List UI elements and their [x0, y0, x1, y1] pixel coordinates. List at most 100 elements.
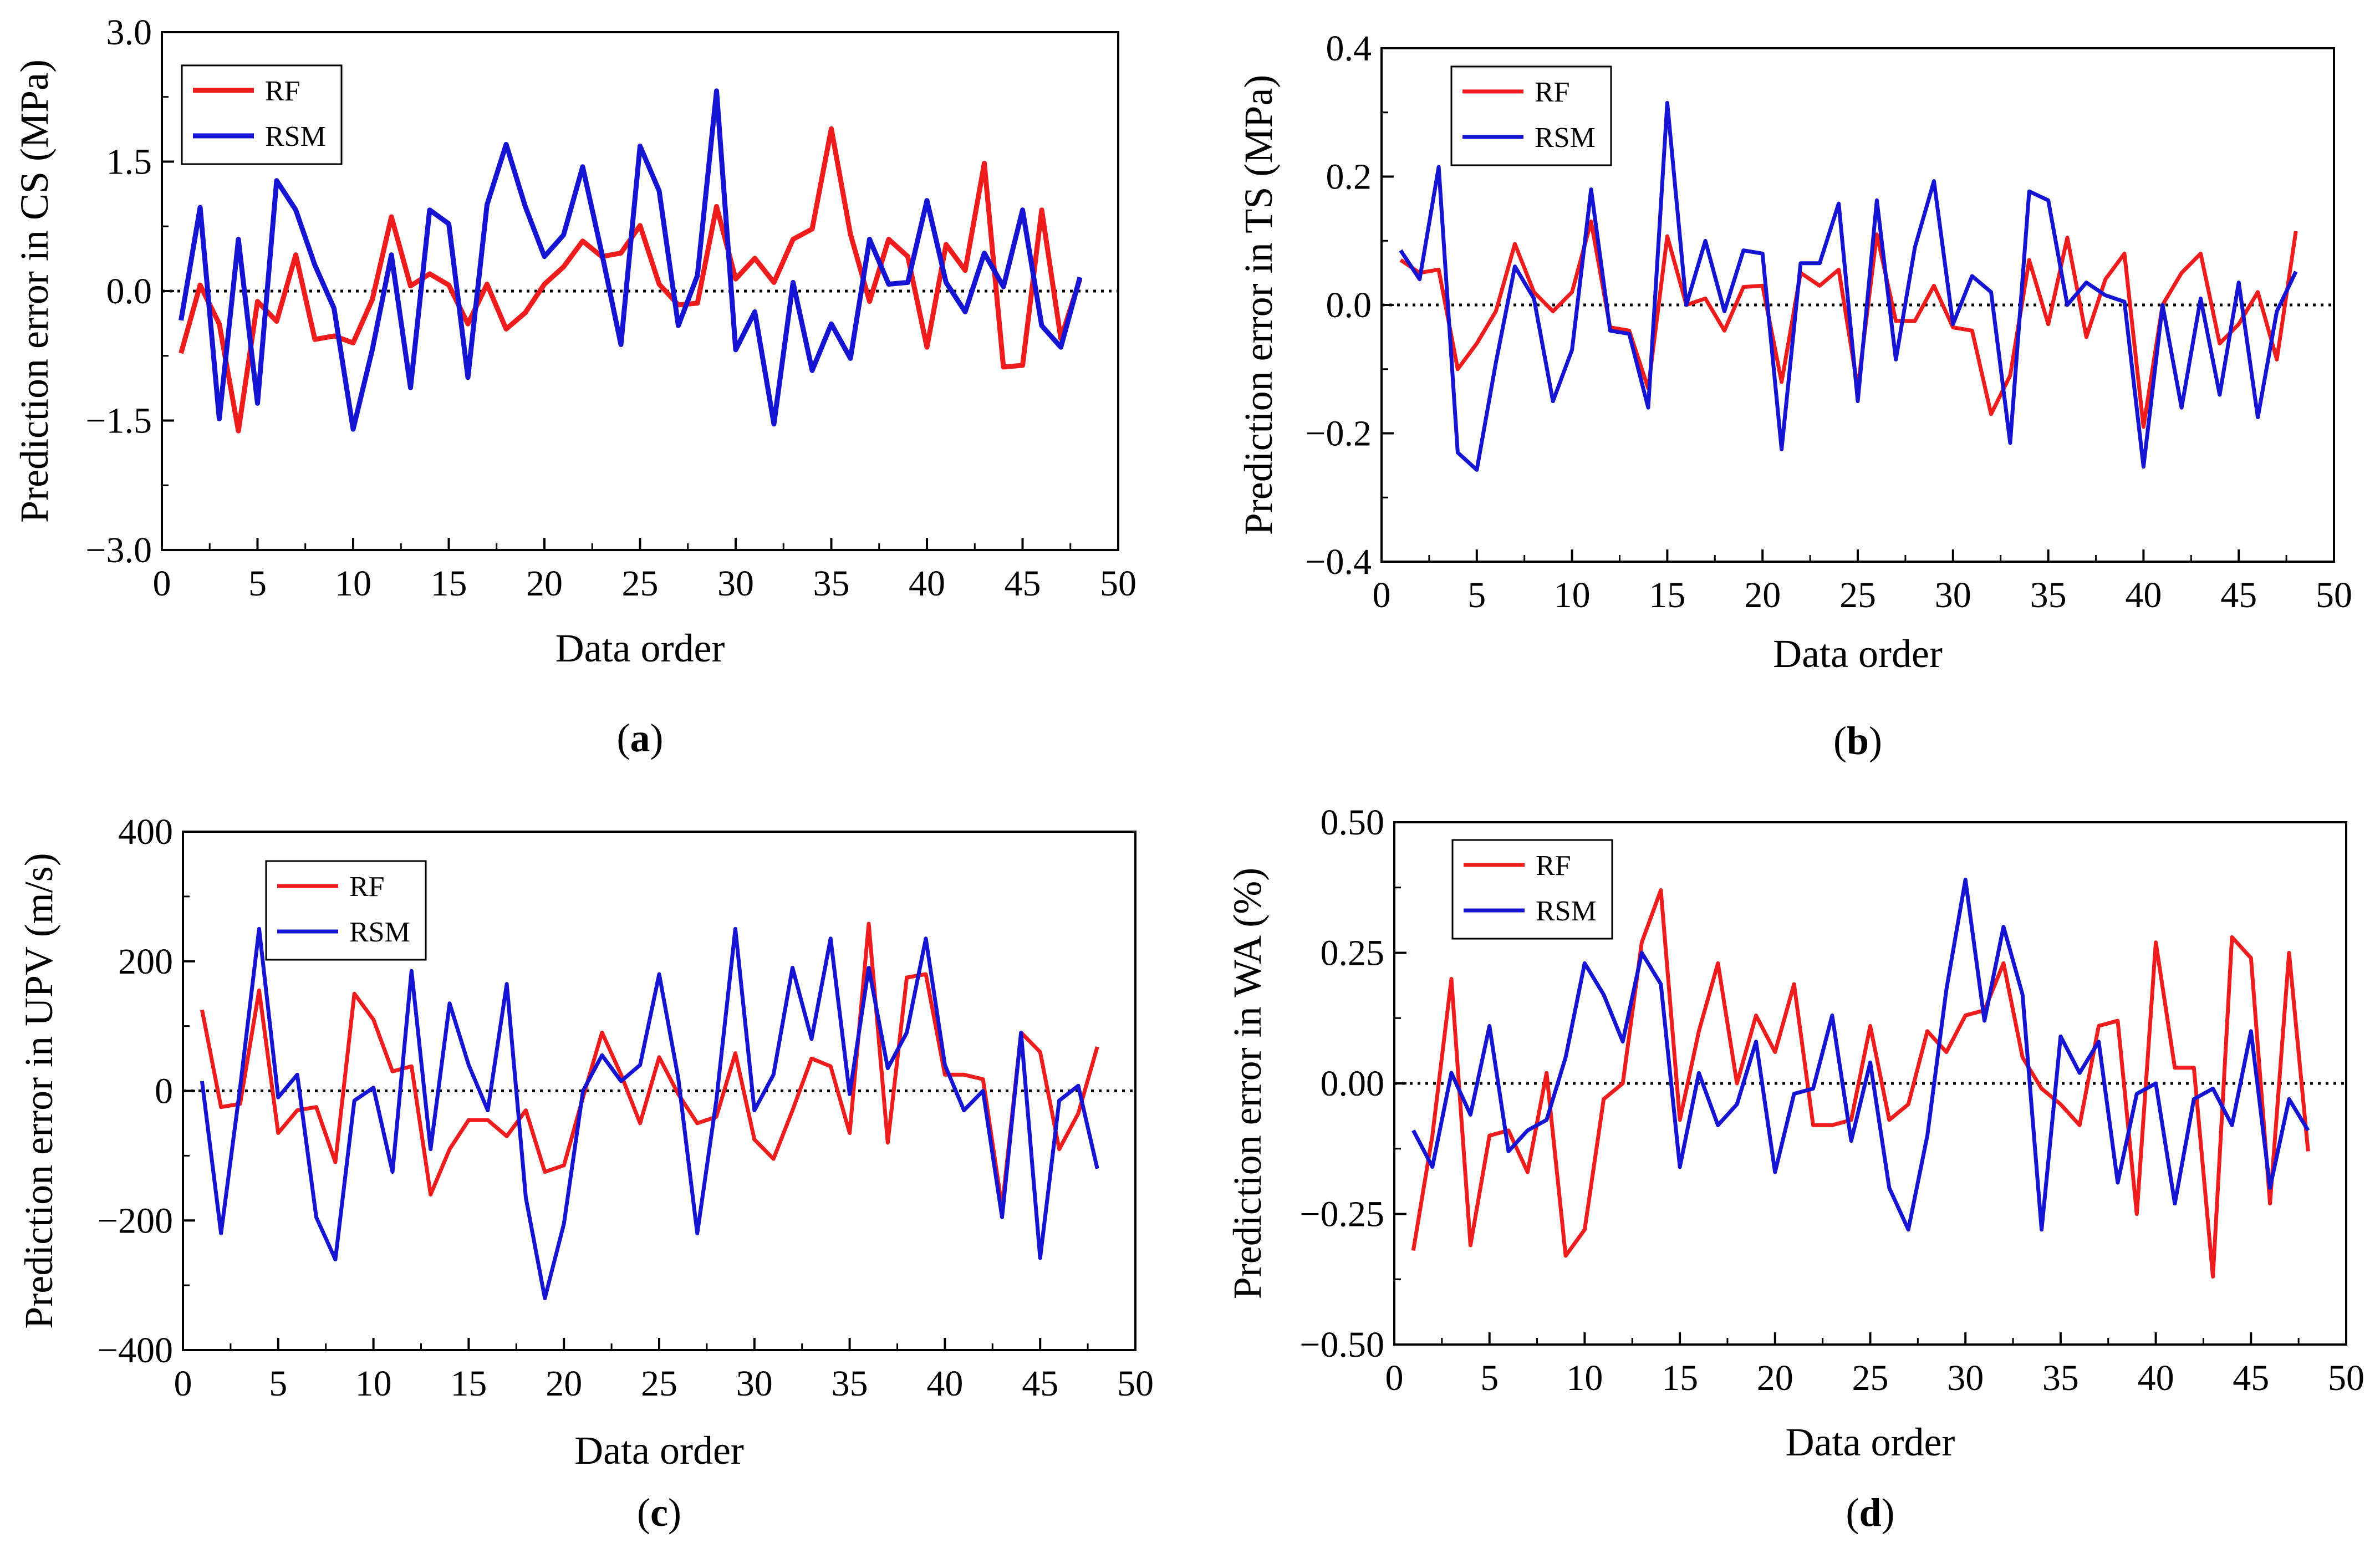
x-tick-label: 30 [736, 1363, 773, 1404]
x-tick-label: 30 [1947, 1358, 1984, 1398]
series-line-rf [1411, 888, 2310, 1279]
x-tick-label: 35 [832, 1363, 868, 1404]
legend: RF RSM [1450, 65, 1612, 166]
series-line-rsm [1399, 100, 2298, 472]
x-tick-label: 35 [2030, 575, 2067, 615]
y-axis-label: Prediction error in CS (MPa) [12, 59, 57, 523]
chart-panel-b: 0 5 10 15 20 25 30 35 40 45 500.40.20.0−0.2−0.4RFR… [1236, 28, 2352, 763]
x-axis-label: Data order [574, 1428, 744, 1473]
x-tick-label: 40 [926, 1363, 963, 1404]
panel-caption: (b) [1833, 719, 1882, 763]
x-tick-label: 25 [1839, 575, 1876, 615]
x-tick-label: 10 [1566, 1358, 1603, 1398]
x-tick-label: 25 [1852, 1358, 1889, 1398]
x-tick-label: 20 [1757, 1358, 1793, 1398]
y-tick-label: 0.25 [1321, 933, 1385, 974]
y-tick-label: −0.2 [1305, 414, 1372, 454]
x-axis-label: Data order [555, 626, 725, 670]
x-tick-label: 20 [546, 1363, 582, 1404]
legend-label-rsm: RSM [1535, 122, 1596, 154]
chart-panel-c: 0 5 10 15 20 25 30 35 40 45 50 400 200 0 −200 −400 RF RSM… [17, 812, 1154, 1535]
x-tick-label: 25 [641, 1363, 677, 1404]
y-tick-label: 0.2 [1326, 157, 1372, 197]
y-tick-label: 0.4 [1326, 28, 1372, 69]
legend: RF RSM [181, 64, 343, 165]
series-line-rsm [200, 926, 1099, 1300]
panel-caption: (d) [1846, 1490, 1894, 1535]
x-tick-label: 5 [248, 563, 267, 604]
legend-label-rf: RF [1535, 77, 1570, 108]
x-tick-label: 0 [1373, 575, 1391, 615]
legend-label-rf: RF [349, 871, 385, 903]
y-tick-label: −3.0 [85, 530, 152, 571]
chart-panel-d: 0 5 10 15 20 25 30 35 40 45 50 0.50 0.25 0.00 −0.25 −0.… [1225, 802, 2364, 1535]
x-tick-label: 50 [2328, 1358, 2364, 1398]
series-line-rf [1399, 220, 2298, 429]
x-tick-label: 45 [2233, 1358, 2269, 1398]
y-axis-label: Prediction error in TS (MPa) [1236, 75, 1281, 536]
y-tick-label: −200 [98, 1200, 173, 1241]
x-tick-label: 25 [622, 563, 659, 604]
x-tick-label: 10 [355, 1363, 392, 1404]
legend-box [265, 860, 427, 961]
x-tick-label: 15 [431, 563, 467, 604]
legend-label-rsm: RSM [349, 917, 410, 948]
x-tick-label: 10 [1554, 575, 1591, 615]
legend: RF RSM [265, 860, 427, 961]
legend-box [1451, 839, 1613, 940]
legend-box [1450, 65, 1612, 166]
y-tick-label: 0 [155, 1071, 173, 1112]
x-tick-label: 5 [1480, 1358, 1499, 1398]
x-tick-label: 35 [2042, 1358, 2079, 1398]
chart-panel-a: 0 5 10 15 20 25 30 35 40 45 503.01.50.0−1.5−3.0RFR… [12, 12, 1137, 760]
y-axis-label: Prediction error in WA (%) [1225, 868, 1270, 1299]
y-tick-label: 400 [118, 812, 173, 852]
series-line-rsm [179, 88, 1083, 432]
series-line-rf [200, 921, 1099, 1210]
legend: RF RSM [1451, 839, 1613, 940]
x-tick-label: 20 [526, 563, 563, 604]
y-tick-label: 3.0 [106, 12, 152, 53]
x-tick-label: 15 [1662, 1358, 1698, 1398]
x-tick-label: 40 [2125, 575, 2162, 615]
y-tick-label: −0.50 [1299, 1325, 1384, 1365]
x-tick-label: 0 [174, 1363, 192, 1404]
x-tick-label: 30 [1935, 575, 1971, 615]
x-tick-label: 45 [2220, 575, 2257, 615]
y-axis-label: Prediction error in UPV (m/s) [17, 853, 61, 1329]
x-tick-label: 40 [909, 563, 945, 604]
x-tick-label: 45 [1005, 563, 1041, 604]
series-line-rsm [1411, 878, 2310, 1232]
y-tick-label: 0.50 [1321, 802, 1385, 843]
x-axis-label: Data order [1773, 632, 1943, 676]
x-tick-label: 40 [2138, 1358, 2174, 1398]
y-tick-label: 0.0 [106, 271, 152, 312]
x-tick-label: 5 [1467, 575, 1486, 615]
x-tick-label: 20 [1744, 575, 1781, 615]
y-tick-label: 0.0 [1326, 285, 1372, 325]
x-tick-label: 50 [1117, 1363, 1154, 1404]
y-tick-label: 200 [118, 941, 173, 982]
y-tick-label: 1.5 [106, 142, 152, 182]
x-tick-label: 35 [813, 563, 850, 604]
legend-label-rf: RF [265, 75, 300, 107]
x-tick-label: 0 [1385, 1358, 1404, 1398]
legend-label-rsm: RSM [265, 121, 326, 152]
legend-label-rsm: RSM [1536, 895, 1597, 927]
legend-box [181, 64, 343, 165]
x-tick-label: 0 [153, 563, 171, 604]
x-axis-label: Data order [1786, 1420, 1955, 1464]
y-tick-label: −0.25 [1299, 1194, 1384, 1235]
x-tick-label: 50 [2316, 575, 2352, 615]
y-tick-label: −1.5 [85, 401, 152, 441]
legend-label-rf: RF [1536, 850, 1571, 882]
y-tick-label: 0.00 [1321, 1063, 1385, 1104]
x-tick-label: 50 [1100, 563, 1137, 604]
x-tick-label: 45 [1022, 1363, 1058, 1404]
panel-caption: (a) [617, 716, 664, 760]
x-tick-label: 5 [269, 1363, 287, 1404]
x-tick-label: 30 [717, 563, 754, 604]
panel-caption: (c) [637, 1490, 681, 1535]
y-tick-label: −0.4 [1305, 542, 1372, 582]
